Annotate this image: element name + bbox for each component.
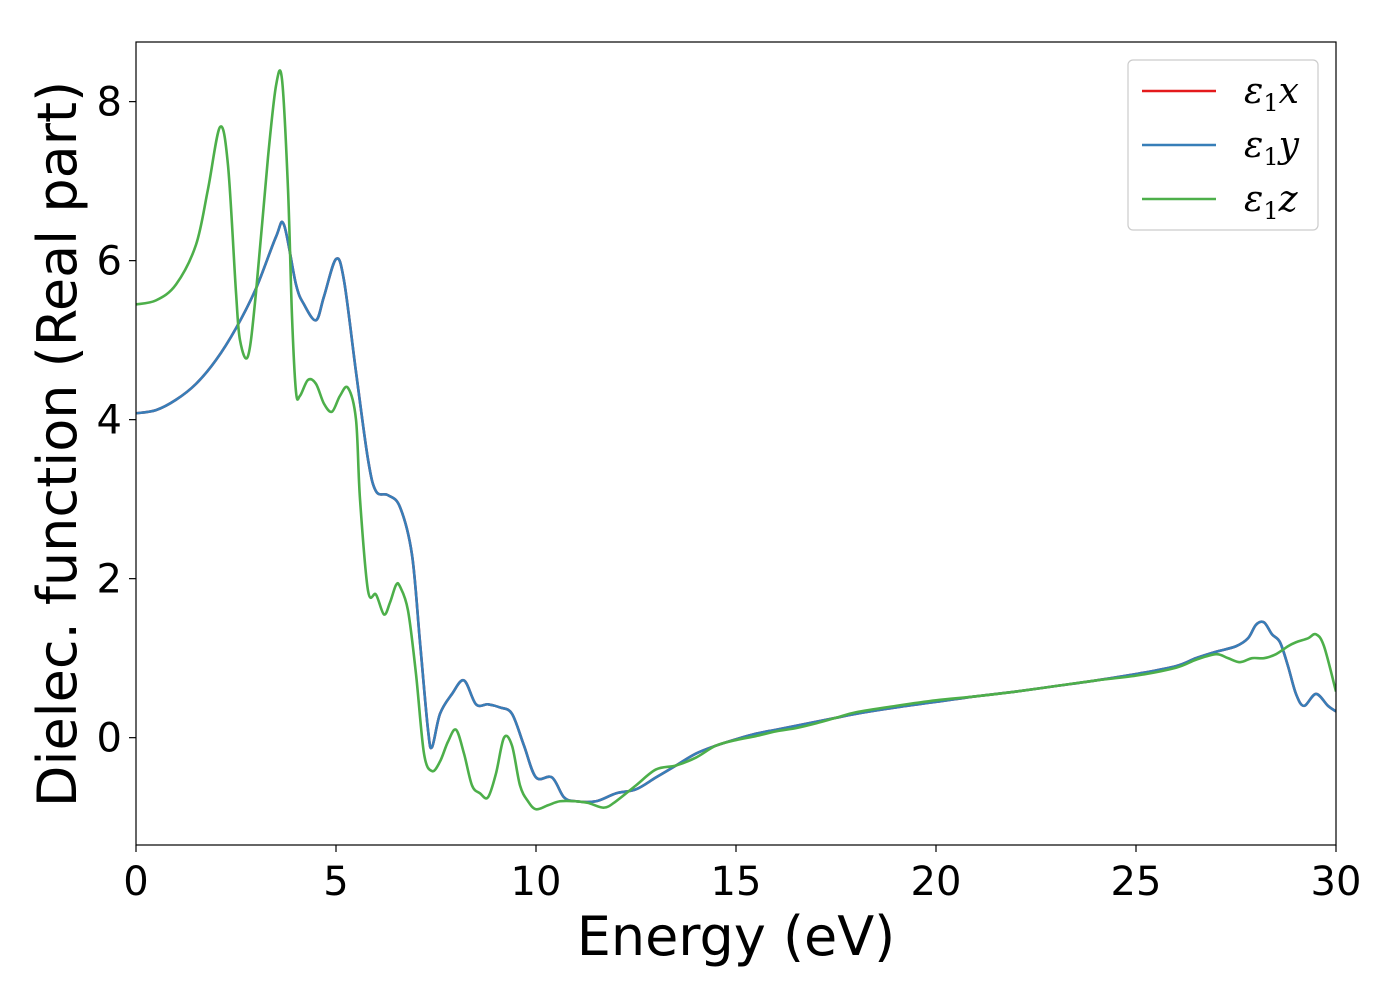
x-tick-label: 30	[1311, 859, 1362, 905]
y-tick-label: 8	[97, 80, 122, 126]
y-tick-label: 4	[97, 398, 122, 444]
y-tick-label: 2	[97, 557, 122, 603]
x-tick-label: 5	[323, 859, 348, 905]
series-layer	[136, 69, 1336, 811]
x-tick-label: 10	[511, 859, 562, 905]
legend-label-x: ε1x	[1244, 71, 1299, 117]
x-tick-label: 15	[711, 859, 762, 905]
x-tick-label: 20	[911, 859, 962, 905]
series-line-z	[136, 69, 1336, 811]
legend-label-z: ε1z	[1244, 179, 1299, 225]
legend-box	[1127, 59, 1319, 231]
x-axis-label: Energy (eV)	[577, 905, 896, 968]
legend-label-y: ε1y	[1244, 125, 1300, 171]
legend: ε1x ε1y ε1z	[1127, 59, 1319, 231]
y-axis-label: Dielec. function (Real part)	[26, 81, 89, 807]
x-tick-label: 0	[123, 859, 148, 905]
x-axis: 0 5 10 15 20 25 30	[123, 845, 1361, 905]
y-tick-label: 0	[97, 716, 122, 762]
y-axis: 0 2 4 6 8	[97, 80, 136, 762]
y-tick-label: 6	[97, 239, 122, 285]
x-tick-label: 25	[1111, 859, 1162, 905]
